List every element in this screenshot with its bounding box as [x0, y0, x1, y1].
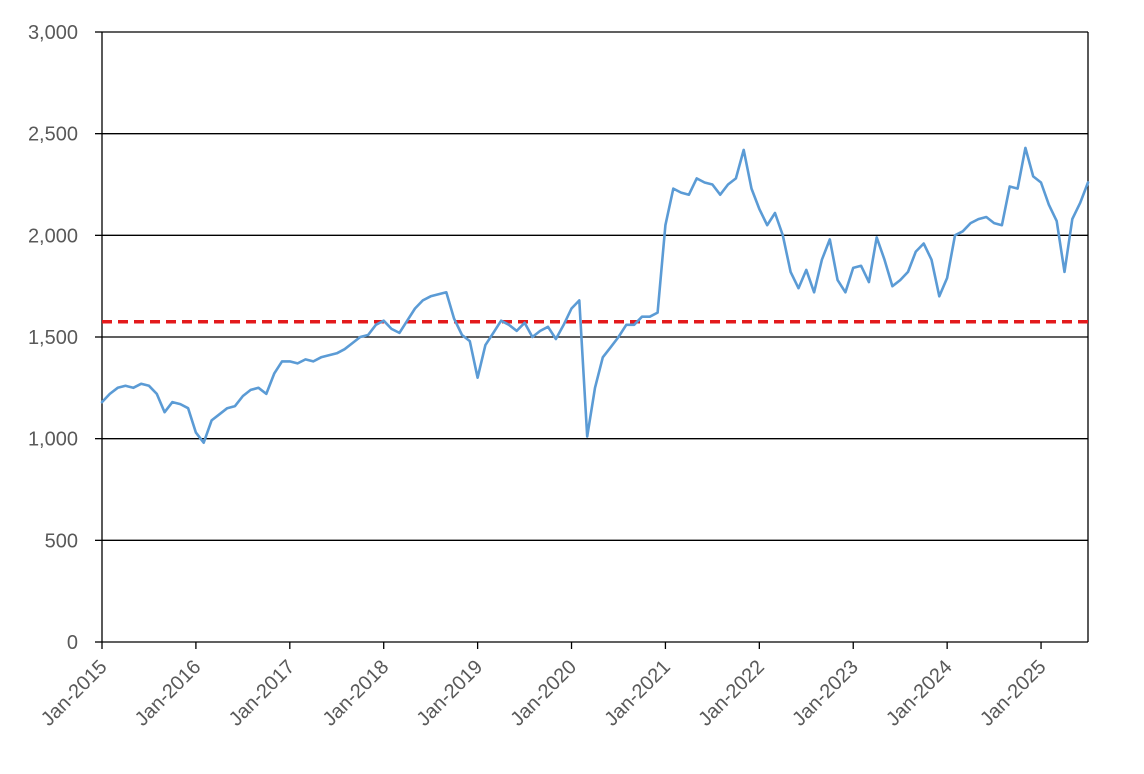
y-tick-label: 2,500 — [28, 124, 78, 146]
x-tick-label: Jan-2020 — [507, 656, 582, 731]
x-tick-label: Jan-2023 — [788, 656, 863, 731]
x-tick-label: Jan-2015 — [37, 656, 112, 731]
series-line — [100, 146, 1090, 445]
x-tick-label: Jan-2019 — [413, 656, 488, 731]
series-lines — [100, 146, 1090, 445]
x-tick-label: Jan-2025 — [976, 656, 1051, 731]
x-tick-label: Jan-2024 — [882, 656, 957, 731]
x-tick-label: Jan-2022 — [694, 656, 769, 731]
x-tick-label: Jan-2017 — [225, 656, 300, 731]
y-tick-label: 0 — [67, 632, 78, 654]
tick-labels: 0 500 1,000 1,500 2,000 2,500 3,000 Jan-2015 Jan… — [28, 22, 1051, 731]
gridlines — [102, 31, 1088, 541]
y-tick-label: 1,500 — [28, 327, 78, 349]
y-tick-label: 3,000 — [28, 22, 78, 44]
axes — [95, 31, 1089, 649]
y-tick-label: 1,000 — [28, 429, 78, 451]
x-tick-label: Jan-2016 — [131, 656, 206, 731]
x-tick-label: Jan-2018 — [319, 656, 394, 731]
y-tick-label: 500 — [45, 530, 78, 552]
x-tick-label: Jan-2021 — [600, 656, 675, 731]
y-tick-label: 2,000 — [28, 225, 78, 247]
